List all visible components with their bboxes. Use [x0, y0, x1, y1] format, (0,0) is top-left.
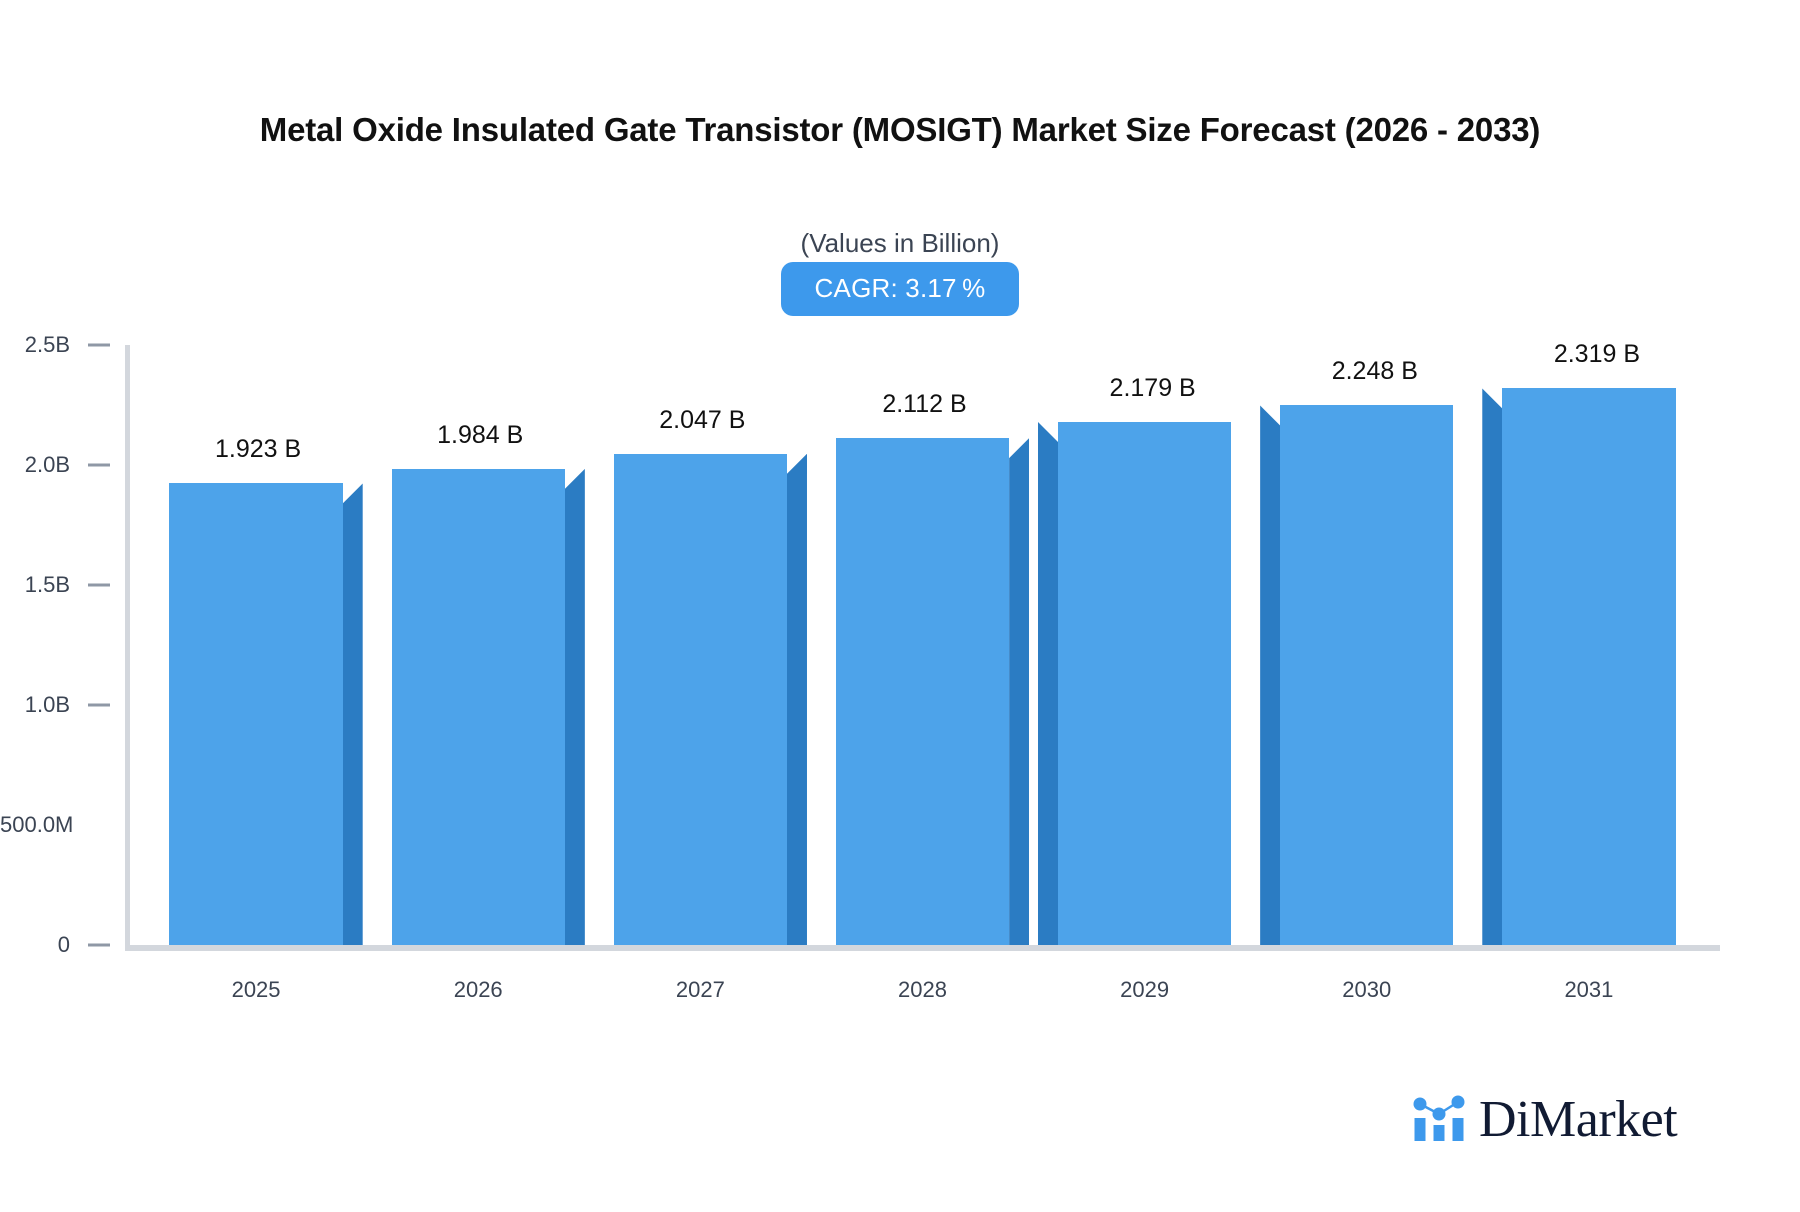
x-axis-tick-label: 2026 [453, 977, 503, 1002]
bar-front-face [1280, 405, 1454, 945]
bar-chart-dots-icon [1413, 1092, 1465, 1147]
cagr-badge-wrapper: CAGR: 3.17 % [0, 262, 1800, 316]
bar-front-face [835, 438, 1010, 945]
bar-value-label: 2.179 B [1109, 374, 1196, 403]
title-block: Metal Oxide Insulated Gate Transistor (M… [0, 108, 1800, 152]
page-title: Metal Oxide Insulated Gate Transistor (M… [259, 111, 1541, 148]
x-axis-tick-label: 2028 [898, 977, 947, 1002]
x-axis-tick-label: 2030 [1342, 977, 1392, 1002]
bar-2027[interactable] [613, 453, 807, 945]
y-axis-tick-label: 1.5B [24, 572, 70, 597]
y-axis-tick-label: 0 [57, 932, 70, 957]
bar-depth-face [1482, 388, 1503, 945]
x-axis-tick-label: 2031 [1564, 977, 1614, 1002]
y-axis-tick-label: 2.5B [24, 332, 70, 357]
bar-value-label: 2.248 B [1331, 357, 1418, 386]
brand-logo: DiMarket [1413, 1090, 1678, 1148]
bar-value-label: 2.319 B [1553, 340, 1641, 369]
bar-2028[interactable] [835, 438, 1030, 945]
cagr-status-badge: CAGR: 3.17 % [780, 262, 1020, 316]
y-axis-tick-mark [88, 463, 110, 467]
bar-depth-face [342, 483, 363, 945]
logo-text: DiMarket [1479, 1090, 1678, 1148]
y-axis-tick-mark [88, 583, 110, 587]
x-axis-tick-label: 2029 [1120, 977, 1170, 1002]
bar-depth-face [786, 453, 807, 945]
bar-2030[interactable] [1260, 405, 1454, 945]
bar-depth-face [564, 468, 585, 945]
bar-value-label: 1.984 B [437, 420, 524, 449]
bar-front-face [169, 483, 343, 945]
y-axis-tick-label: 500.0M [0, 812, 74, 837]
bar-front-face [1058, 422, 1232, 945]
bar-value-label: 2.047 B [659, 405, 746, 434]
bar-2025[interactable] [169, 483, 363, 945]
bar-depth-face [1009, 438, 1030, 945]
y-axis-tick-mark [88, 703, 110, 707]
y-axis-line [125, 345, 130, 951]
bar-front-face [613, 453, 787, 945]
y-axis-tick-mark [88, 943, 110, 947]
y-axis-tick-label: 2.0B [24, 452, 70, 477]
x-axis-tick-label: 2025 [231, 977, 281, 1002]
x-axis-tick-label: 2027 [675, 977, 725, 1002]
y-axis-tick-mark [88, 343, 110, 347]
bar-2026[interactable] [391, 468, 585, 945]
bar-depth-face [1038, 422, 1058, 945]
bar-depth-face [1260, 405, 1281, 945]
bar-front-face [391, 468, 565, 945]
y-axis-tick-label: 1.0B [24, 692, 70, 717]
x-axis-line [125, 945, 1720, 951]
bar-value-label: 1.923 B [214, 435, 302, 464]
bar-2031[interactable] [1482, 388, 1676, 945]
chart-subtitle: (Values in Billion) [800, 228, 1000, 258]
bar-2029[interactable] [1038, 422, 1232, 945]
bar-value-label: 2.112 B [882, 390, 967, 419]
bar-front-face [1502, 388, 1676, 945]
